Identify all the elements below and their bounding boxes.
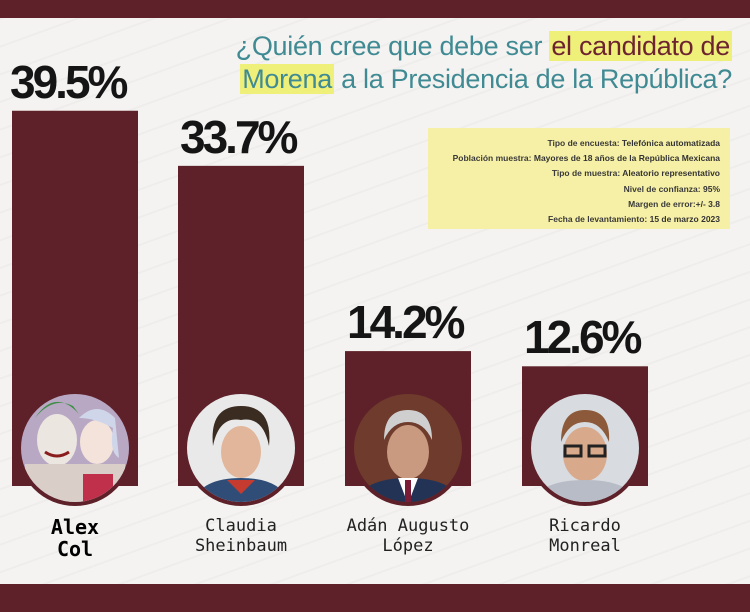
info-key: Tipo de encuesta:	[547, 138, 620, 148]
info-line: Tipo de encuesta: Telefónica automatizad…	[428, 136, 720, 151]
infographic-panel: ¿Quién cree que debe ser el candidato de…	[0, 18, 750, 584]
category-label: Alex Col	[0, 516, 160, 560]
info-key: Nivel de confianza:	[623, 183, 701, 194]
title-part-2: a la Presidencia de la República?	[333, 64, 732, 94]
joker-harley-photo	[21, 394, 129, 502]
info-key: Tipo de muestra:	[551, 168, 621, 179]
info-key: Margen de error:	[628, 198, 696, 209]
category-label: Claudia Sheinbaum	[156, 516, 326, 556]
info-value: +/- 3.8	[695, 198, 720, 209]
info-value: Aleatorio representativo	[620, 168, 720, 179]
info-value: 95%	[700, 183, 720, 194]
info-key: Población muestra:	[452, 153, 532, 164]
info-line: Población muestra: Mayores de 18 años de…	[428, 151, 720, 166]
title-highlight-1: el candidato de	[549, 31, 732, 61]
category-label-line: Adán Augusto	[346, 516, 470, 536]
info-value: Telefónica automatizada	[619, 138, 720, 148]
info-key: Fecha de levantamiento:	[548, 214, 648, 225]
info-line: Fecha de levantamiento: 15 de marzo 2023	[428, 212, 720, 227]
info-value: 15 de marzo 2023	[647, 214, 720, 225]
value-label: 12.6%	[524, 311, 642, 364]
category-label-line: Sheinbaum	[194, 536, 288, 556]
bar-chart	[12, 110, 648, 506]
category-label-line: Claudia	[205, 516, 277, 536]
bottom-band	[0, 584, 750, 612]
category-label-line: López	[382, 536, 434, 556]
title-part-1: ¿Quién cree que debe ser	[235, 31, 550, 61]
category-label-line: Monreal	[549, 536, 621, 556]
value-label: 39.5%	[10, 55, 128, 108]
title-highlight-2: Morena	[240, 64, 334, 94]
info-value: Mayores de 18 años de la República Mexic…	[531, 153, 720, 164]
category-label: Ricardo Monreal	[500, 516, 670, 556]
info-line: Nivel de confianza: 95%	[428, 182, 720, 197]
category-label-line: Alex	[50, 515, 100, 539]
survey-info-box: Tipo de encuesta: Telefónica automatizad…	[428, 128, 730, 229]
value-label: 14.2%	[347, 296, 465, 349]
man-portrait-photo	[354, 394, 462, 502]
info-line: Tipo de muestra: Aleatorio representativ…	[428, 166, 720, 181]
chart-title: ¿Quién cree que debe ser el candidato de…	[172, 30, 732, 96]
value-label: 33.7%	[180, 110, 298, 163]
category-label-line: Col	[56, 537, 94, 561]
category-label: Adán Augusto López	[323, 516, 493, 556]
category-label-line: Ricardo	[549, 516, 621, 536]
top-band	[0, 0, 750, 18]
info-line: Margen de error:+/- 3.8	[428, 197, 720, 212]
